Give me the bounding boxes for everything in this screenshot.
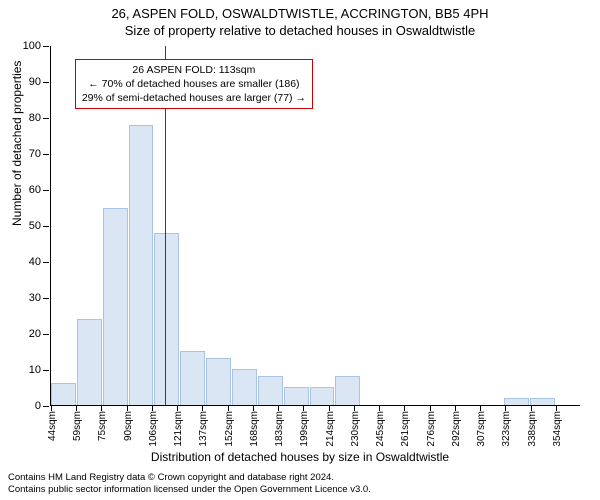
y-tick-label: 60 (29, 184, 41, 196)
y-tick (43, 82, 49, 83)
histogram-bar (51, 383, 76, 405)
y-tick-label: 20 (29, 328, 41, 340)
y-axis-label: Number of detached properties (10, 61, 24, 226)
x-axis-label: Distribution of detached houses by size … (0, 450, 600, 464)
title-address: 26, ASPEN FOLD, OSWALDTWISTLE, ACCRINGTO… (0, 6, 600, 21)
chart-title-block: 26, ASPEN FOLD, OSWALDTWISTLE, ACCRINGTO… (0, 0, 600, 38)
histogram-bar (206, 358, 231, 405)
x-tick-label: 168sqm (249, 411, 260, 447)
x-tick-label: 152sqm (224, 411, 235, 447)
footer-line1: Contains HM Land Registry data © Crown c… (8, 472, 592, 484)
annotation-line3: 29% of semi-detached houses are larger (… (82, 91, 306, 105)
y-tick (43, 118, 49, 119)
x-tick-label: 323sqm (501, 411, 512, 447)
x-tick-label: 307sqm (476, 411, 487, 447)
histogram-bar (284, 387, 309, 405)
x-tick-label: 183sqm (274, 411, 285, 447)
y-tick-label: 50 (29, 220, 41, 232)
y-tick-label: 100 (23, 40, 41, 52)
y-tick (43, 334, 49, 335)
histogram-bar (129, 125, 154, 405)
y-tick-label: 70 (29, 148, 41, 160)
x-tick-label: 214sqm (325, 411, 336, 447)
annotation-line2: ← 70% of detached houses are smaller (18… (82, 77, 306, 91)
y-tick (43, 298, 49, 299)
histogram-bar (504, 398, 529, 405)
x-tick-label: 59sqm (72, 411, 83, 441)
histogram-bar (77, 319, 102, 405)
x-tick-label: 106sqm (148, 411, 159, 447)
y-tick (43, 190, 49, 191)
histogram-bar (232, 369, 257, 405)
x-tick-label: 338sqm (527, 411, 538, 447)
x-tick-label: 276sqm (426, 411, 437, 447)
chart-area: 26 ASPEN FOLD: 113sqm ← 70% of detached … (50, 46, 580, 406)
y-tick-label: 30 (29, 292, 41, 304)
annotation-line1: 26 ASPEN FOLD: 113sqm (82, 63, 306, 77)
histogram-bar (530, 398, 555, 405)
histogram-bar (103, 208, 128, 405)
footer-attribution: Contains HM Land Registry data © Crown c… (8, 472, 592, 496)
annotation-box: 26 ASPEN FOLD: 113sqm ← 70% of detached … (75, 59, 313, 110)
footer-line2: Contains public sector information licen… (8, 484, 592, 496)
histogram-bar (310, 387, 335, 405)
histogram-bar (154, 233, 179, 405)
x-tick-label: 354sqm (552, 411, 563, 447)
plot-area: 26 ASPEN FOLD: 113sqm ← 70% of detached … (50, 46, 580, 406)
x-tick-label: 121sqm (173, 411, 184, 447)
x-tick-label: 245sqm (375, 411, 386, 447)
histogram-bar (180, 351, 205, 405)
y-tick (43, 262, 49, 263)
x-tick-label: 75sqm (97, 411, 108, 441)
y-tick-label: 80 (29, 112, 41, 124)
x-tick-label: 199sqm (299, 411, 310, 447)
y-tick-label: 10 (29, 364, 41, 376)
x-tick-label: 44sqm (47, 411, 58, 441)
y-tick (43, 154, 49, 155)
y-tick (43, 226, 49, 227)
y-tick-label: 0 (35, 400, 41, 412)
x-tick-label: 90sqm (123, 411, 134, 441)
y-tick (43, 406, 49, 407)
title-subtitle: Size of property relative to detached ho… (0, 23, 600, 38)
histogram-bar (258, 376, 283, 405)
x-tick-label: 292sqm (451, 411, 462, 447)
y-tick-label: 40 (29, 256, 41, 268)
y-tick (43, 46, 49, 47)
x-tick-label: 230sqm (350, 411, 361, 447)
x-tick-label: 261sqm (400, 411, 411, 447)
y-tick-label: 90 (29, 76, 41, 88)
y-tick (43, 370, 49, 371)
x-tick-label: 137sqm (198, 411, 209, 447)
histogram-bar (335, 376, 360, 405)
